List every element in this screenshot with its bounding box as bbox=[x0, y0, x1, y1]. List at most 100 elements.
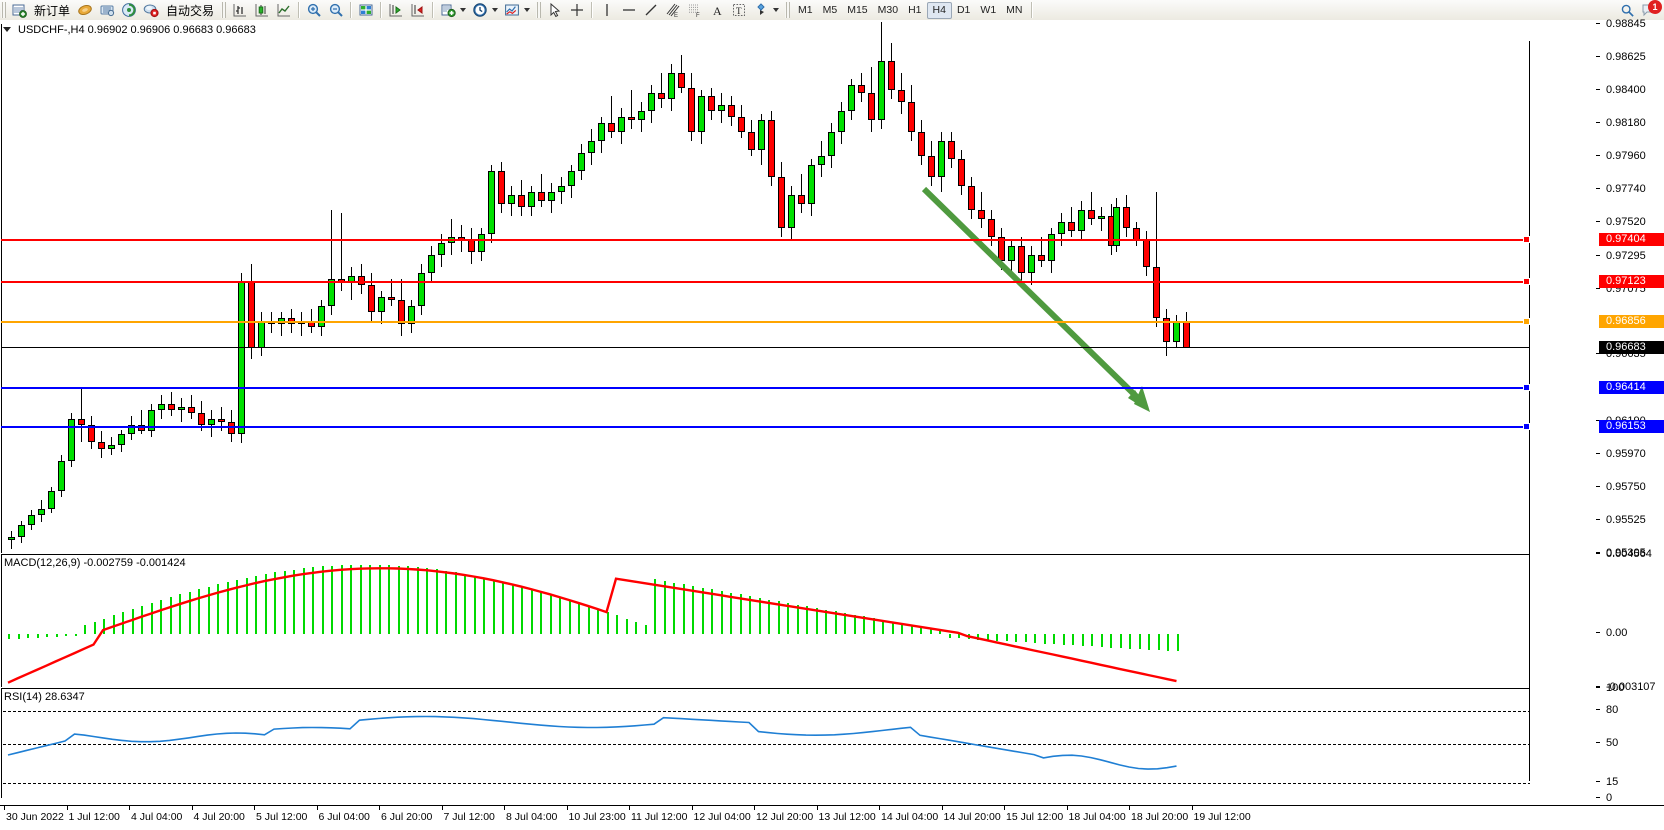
timeframe-m1[interactable]: M1 bbox=[798, 3, 813, 16]
macd-histogram-bar bbox=[711, 589, 713, 635]
macd-histogram-bar bbox=[378, 564, 381, 635]
timeframe-mn[interactable]: MN bbox=[1006, 3, 1023, 16]
timeframe-d1[interactable]: D1 bbox=[956, 3, 971, 16]
price-level-handle[interactable] bbox=[1523, 236, 1530, 244]
auto-trading-icon[interactable] bbox=[140, 1, 162, 19]
price-scale[interactable]: 0.98845 0.98625 0.98400 0.98180 0.97960 0.977… bbox=[1530, 18, 1664, 805]
fibonacci-icon[interactable]: F bbox=[684, 1, 706, 19]
timeframe-m30[interactable]: M30 bbox=[877, 3, 899, 16]
timeframe-m15[interactable]: M15 bbox=[847, 3, 868, 16]
macd-histogram-bar bbox=[17, 634, 20, 639]
price-level-line-resistance-2[interactable] bbox=[1, 239, 1529, 242]
chart-shift-icon[interactable] bbox=[385, 1, 407, 19]
new-order-button[interactable]: 新订单 bbox=[34, 3, 71, 18]
candlestick bbox=[78, 24, 85, 553]
time-axis[interactable]: 30 Jun 2022 1 Jul 12:00 4 Jul 04:00 4 Jul 2… bbox=[0, 805, 1664, 830]
line-chart-icon[interactable] bbox=[273, 1, 295, 19]
chevron-down-icon[interactable] bbox=[3, 27, 11, 32]
price-pane[interactable] bbox=[1, 21, 1529, 553]
new-order-icon[interactable] bbox=[8, 1, 30, 19]
candlestick bbox=[128, 24, 135, 553]
period-icon[interactable] bbox=[469, 1, 491, 19]
candlestick bbox=[408, 24, 415, 553]
macd-histogram-bar bbox=[502, 581, 504, 635]
price-level-handle[interactable] bbox=[1523, 384, 1530, 392]
rsi-level-50 bbox=[3, 744, 1531, 745]
chart-area[interactable]: USDCHF-,H4 0.96902 0.96906 0.96683 0.966… bbox=[0, 18, 1664, 830]
trend-line-icon[interactable] bbox=[640, 1, 662, 19]
shapes-icon[interactable] bbox=[750, 1, 772, 19]
auto-trading-button[interactable]: 自动交易 bbox=[166, 3, 215, 18]
price-level-line-current-price[interactable] bbox=[1, 347, 1529, 349]
macd-histogram-bar bbox=[1062, 634, 1065, 645]
zoom-out-icon[interactable] bbox=[325, 1, 347, 19]
price-axis-tick: 0.95305 bbox=[1596, 547, 1664, 559]
chevron-down-icon[interactable] bbox=[773, 8, 780, 12]
time-axis-tick bbox=[691, 806, 693, 810]
crosshair-icon[interactable] bbox=[566, 1, 588, 19]
bar-chart-icon[interactable] bbox=[229, 1, 251, 19]
time-axis-tick bbox=[629, 806, 630, 810]
chevron-down-icon[interactable] bbox=[460, 8, 467, 12]
macd-histogram-bar bbox=[283, 570, 286, 635]
candlestick bbox=[908, 24, 915, 553]
timeframe-m5[interactable]: M5 bbox=[822, 3, 838, 16]
horizontal-line-icon[interactable] bbox=[618, 1, 640, 19]
search-icon[interactable] bbox=[1616, 1, 1638, 19]
timeframe-h1[interactable]: H1 bbox=[908, 3, 922, 16]
candlestick-chart-icon[interactable] bbox=[251, 1, 273, 19]
add-indicator-icon[interactable] bbox=[437, 1, 459, 19]
macd-histogram-bar bbox=[1157, 634, 1160, 651]
time-axis-tick bbox=[1191, 806, 1193, 810]
time-axis-label: 7 Jul 12:00 bbox=[443, 811, 495, 823]
rsi-pane[interactable] bbox=[1, 688, 1531, 798]
chevron-down-icon[interactable] bbox=[524, 8, 531, 12]
candlestick bbox=[538, 24, 545, 553]
time-axis-label: 6 Jul 20:00 bbox=[381, 811, 433, 823]
candlestick bbox=[48, 24, 55, 553]
price-axis-tick: 0.95525 bbox=[1596, 514, 1664, 526]
equidistant-channel-icon[interactable]: E bbox=[662, 1, 684, 19]
macd-histogram-bar bbox=[682, 584, 685, 635]
vertical-line-icon[interactable] bbox=[596, 1, 618, 19]
timeframe-w1[interactable]: W1 bbox=[980, 3, 997, 16]
macd-histogram-bar bbox=[910, 624, 913, 635]
text-icon[interactable]: A bbox=[706, 1, 728, 19]
template-icon[interactable] bbox=[501, 1, 523, 19]
toolbar-grip[interactable] bbox=[1, 2, 6, 18]
price-axis-tick: 0.97960 bbox=[1596, 150, 1664, 162]
macd-histogram-bar bbox=[863, 616, 865, 635]
alert-icon[interactable]: 1 bbox=[1638, 0, 1662, 19]
price-level-handle[interactable] bbox=[1523, 278, 1530, 286]
time-axis-label: 5 Jul 12:00 bbox=[256, 811, 308, 823]
macd-histogram-bar bbox=[84, 625, 86, 635]
price-level-handle[interactable] bbox=[1523, 318, 1530, 326]
price-level-handle[interactable] bbox=[1523, 423, 1530, 431]
svg-text:A: A bbox=[713, 4, 722, 18]
tile-windows-icon[interactable] bbox=[355, 1, 377, 19]
candlestick bbox=[98, 24, 105, 553]
price-level-line-pivot[interactable] bbox=[1, 321, 1529, 324]
cursor-icon[interactable] bbox=[544, 1, 566, 19]
candlestick bbox=[778, 24, 785, 553]
candlestick bbox=[348, 24, 355, 553]
navigator-icon[interactable] bbox=[118, 1, 140, 19]
auto-scroll-icon[interactable] bbox=[407, 1, 429, 19]
time-axis-tick bbox=[1004, 806, 1005, 810]
zoom-in-icon[interactable] bbox=[303, 1, 325, 19]
macd-pane[interactable] bbox=[1, 554, 1529, 687]
macd-histogram-bar bbox=[8, 634, 10, 640]
macd-histogram-bar bbox=[321, 566, 324, 635]
chevron-down-icon[interactable] bbox=[492, 8, 499, 12]
data-window-icon[interactable] bbox=[96, 1, 118, 19]
text-label-icon[interactable]: T bbox=[728, 1, 750, 19]
candlestick bbox=[748, 24, 755, 553]
expert-advisor-icon[interactable] bbox=[74, 1, 96, 19]
time-axis-label: 8 Jul 04:00 bbox=[506, 811, 558, 823]
price-level-line-support-1[interactable] bbox=[1, 387, 1529, 390]
timeframe-h4[interactable]: H4 bbox=[926, 1, 952, 19]
price-level-line-resistance-1[interactable] bbox=[1, 281, 1529, 284]
candlestick bbox=[238, 24, 245, 553]
macd-histogram-bar bbox=[844, 613, 846, 635]
price-level-line-support-2[interactable] bbox=[1, 426, 1529, 429]
